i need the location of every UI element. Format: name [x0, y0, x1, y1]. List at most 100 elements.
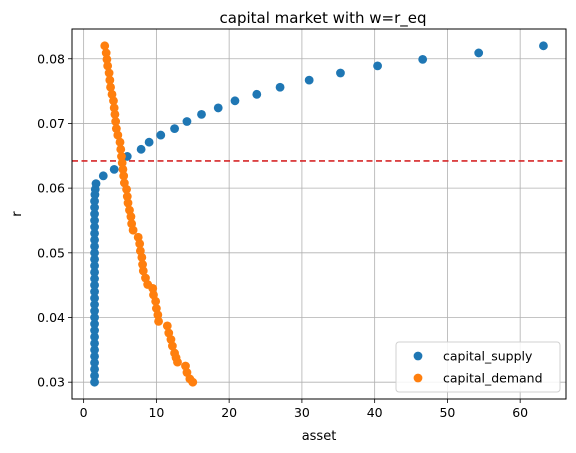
data-point — [128, 225, 138, 235]
data-point — [373, 61, 382, 71]
data-point — [113, 130, 123, 140]
data-point — [118, 164, 128, 174]
data-point — [197, 109, 206, 119]
data-point — [90, 345, 99, 355]
data-point — [151, 296, 161, 306]
x-tick-label: 20 — [221, 405, 237, 420]
data-point — [144, 137, 154, 147]
data-point — [90, 267, 99, 277]
y-tick-label: 0.06 — [37, 181, 65, 196]
data-point — [154, 316, 163, 326]
data-point — [117, 158, 127, 168]
data-point — [90, 241, 99, 251]
data-point — [90, 377, 99, 387]
x-tick-label: 60 — [512, 405, 528, 420]
data-point — [90, 319, 99, 329]
data-point — [156, 130, 166, 140]
data-point — [126, 212, 136, 221]
y-tick-label: 0.05 — [37, 245, 65, 260]
data-point — [122, 192, 132, 201]
y-axis-label: r — [10, 211, 25, 217]
y-tick-label: 0.04 — [37, 310, 65, 325]
legend-label: capital_demand — [443, 371, 543, 386]
data-point — [90, 358, 99, 368]
data-point — [111, 117, 121, 126]
legend-marker — [413, 373, 423, 383]
data-point — [110, 109, 120, 119]
data-point — [101, 48, 111, 58]
data-point — [119, 171, 129, 181]
legend: capital_supply capital_demand — [395, 341, 561, 393]
data-point — [304, 75, 314, 85]
data-point — [170, 124, 179, 134]
data-point — [90, 222, 99, 232]
data-point — [90, 371, 99, 381]
data-point — [213, 103, 223, 113]
data-point — [106, 82, 115, 92]
data-point — [90, 338, 99, 348]
data-point — [90, 254, 99, 264]
data-point — [153, 310, 163, 320]
x-tick-label: 0 — [80, 405, 88, 420]
data-point — [123, 198, 133, 208]
legend-marker — [413, 351, 423, 361]
data-point — [90, 351, 99, 361]
series-capital-demand — [100, 41, 198, 387]
data-point — [336, 68, 345, 78]
data-point — [90, 313, 99, 322]
data-point — [90, 364, 99, 374]
data-point — [115, 137, 125, 147]
x-axis-label: asset — [302, 429, 337, 444]
data-points — [90, 41, 548, 387]
data-point — [230, 96, 240, 106]
data-point — [138, 260, 147, 269]
data-point — [138, 266, 148, 276]
data-point — [148, 283, 158, 293]
data-point — [418, 55, 428, 64]
data-point — [122, 185, 131, 194]
y-axis-ticks: 0.03 0.04 0.05 0.06 0.07 0.08 — [37, 51, 72, 390]
data-point — [137, 252, 147, 262]
data-point — [168, 341, 177, 351]
data-point — [539, 41, 548, 51]
data-point — [98, 171, 108, 181]
data-point — [135, 239, 145, 249]
data-point — [90, 248, 99, 258]
data-point — [90, 287, 99, 297]
data-point — [91, 179, 101, 188]
legend-box — [395, 341, 561, 393]
y-tick-label: 0.08 — [37, 51, 65, 66]
data-point — [182, 117, 192, 126]
data-point — [474, 48, 484, 58]
data-point — [90, 235, 99, 245]
data-point — [104, 68, 114, 78]
data-point — [90, 326, 99, 335]
x-tick-label: 40 — [367, 405, 383, 420]
data-point — [90, 274, 99, 284]
data-point — [90, 203, 99, 212]
data-point — [117, 152, 126, 161]
chart-title: capital market with w=r_eq — [220, 9, 427, 28]
data-point — [188, 377, 198, 387]
data-point — [252, 89, 262, 99]
data-point — [100, 41, 110, 51]
data-point — [90, 293, 99, 303]
x-tick-label: 50 — [439, 405, 455, 420]
data-point — [90, 261, 99, 271]
data-point — [109, 164, 119, 174]
data-point — [90, 209, 99, 219]
data-point — [103, 61, 113, 71]
data-point — [90, 332, 99, 342]
data-point — [109, 103, 119, 113]
data-point — [90, 300, 99, 309]
data-point — [109, 96, 118, 106]
data-point — [90, 306, 99, 316]
data-point — [173, 357, 182, 367]
data-point — [90, 229, 99, 238]
data-point — [275, 82, 285, 92]
data-point — [162, 321, 172, 331]
data-point — [90, 280, 99, 290]
x-axis-ticks: 0 10 20 30 40 50 60 — [80, 399, 528, 420]
data-point — [90, 216, 99, 225]
